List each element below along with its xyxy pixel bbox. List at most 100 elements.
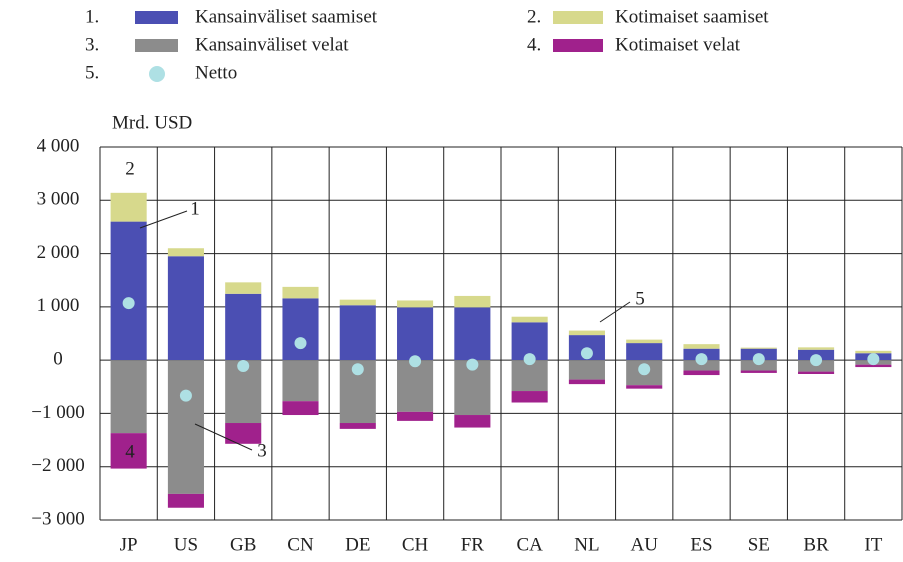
bar-segment [110,221,147,361]
legend-label: Kotimaiset saamiset [615,6,769,27]
x-tick-label: CA [516,534,543,555]
netto-dot [752,353,765,366]
netto-dot [580,347,593,360]
legend-swatch [135,39,178,52]
netto-dot [179,389,192,402]
bar-segment [167,493,204,508]
annotation: 3 [257,440,267,461]
y-tick-label: 1 000 [37,295,80,316]
bar-segment [339,423,376,429]
netto-dot [237,360,250,373]
x-tick-label: ES [690,534,712,555]
bar-segment [855,350,892,354]
bar-segment [282,298,319,361]
bar-segment [110,360,147,434]
legend-number: 1. [85,6,99,27]
legend-number: 3. [85,34,99,55]
x-tick-label: US [174,534,198,555]
bar-segment [626,385,663,389]
bar-segment [167,256,204,361]
annotation-leader [194,423,253,451]
x-tick-label: FR [461,534,485,555]
bar-segment [282,286,319,299]
netto-dot [810,354,823,367]
bar-segment [568,330,605,336]
legend-label: Kansainväliset saamiset [195,6,378,27]
bar-segment [454,415,491,428]
bar-segment [397,411,434,421]
x-tick-label: JP [120,534,138,555]
bar-segment [855,364,892,368]
legend-swatch [135,11,178,24]
bar-segment [397,360,434,412]
bar-segment [167,360,204,494]
bar-segment [167,248,204,257]
legend-label: Kotimaiset velat [615,34,741,55]
x-tick-label: CH [402,534,429,555]
bar-segment [339,305,376,361]
netto-dot [867,353,880,366]
legend-label: Kansainväliset velat [195,34,349,55]
netto-dot [294,337,307,350]
netto-dot [638,363,651,376]
legend-swatch [553,11,603,24]
bar-segment [282,401,319,416]
legend-number: 4. [527,34,541,55]
legend-swatch [553,39,603,52]
x-tick-label: BR [803,534,829,555]
legend-number: 5. [85,62,99,83]
y-tick-label: 0 [53,349,63,370]
x-tick-label: IT [864,534,882,555]
netto-dot [122,297,135,310]
bar-segment [225,423,262,444]
y-tick-label: −1 000 [31,402,84,423]
bar-segment [683,370,720,376]
annotation-leader [599,301,631,323]
annotation: 5 [635,288,645,309]
bar-segment [511,316,548,323]
bar-segment [397,300,434,308]
netto-dot [351,363,364,376]
y-tick-label: −2 000 [31,455,84,476]
y-axis-label: Mrd. USD [112,112,192,133]
y-tick-label: 4 000 [37,135,80,156]
bar-segment [454,295,491,308]
bar-segment [683,344,720,349]
bar-segment [225,282,262,294]
bar-segment [626,343,663,361]
y-tick-label: 2 000 [37,242,80,263]
bar-segment [683,360,720,371]
annotation: 2 [125,158,135,179]
bar-segment [626,339,663,344]
legend-number: 2. [527,6,541,27]
bar-segment [798,371,835,374]
bar-segment [397,307,434,361]
bar-segment [110,192,147,222]
netto-dot [466,358,479,371]
bar-segment [339,299,376,306]
bar-segment [511,391,548,403]
x-tick-label: AU [630,534,658,555]
x-tick-label: SE [748,534,770,555]
bar-segment [740,347,777,349]
bar-segment [568,360,605,380]
legend-swatch [149,66,165,82]
bar-segment [568,379,605,385]
bar-segment [110,433,147,469]
x-tick-label: CN [287,534,314,555]
netto-dot [409,355,422,368]
bar-segment [740,370,777,373]
annotation-leader [139,210,188,229]
netto-dot [695,353,708,366]
bar-segment [454,307,491,361]
bar-segment [225,293,262,361]
x-tick-label: DE [345,534,370,555]
y-tick-label: 3 000 [37,189,80,210]
x-tick-label: GB [230,534,256,555]
legend-label: Netto [195,62,237,83]
annotation: 4 [125,441,135,462]
bar-segment [282,360,319,402]
bar-segment [740,360,777,371]
bar-segment [798,347,835,350]
